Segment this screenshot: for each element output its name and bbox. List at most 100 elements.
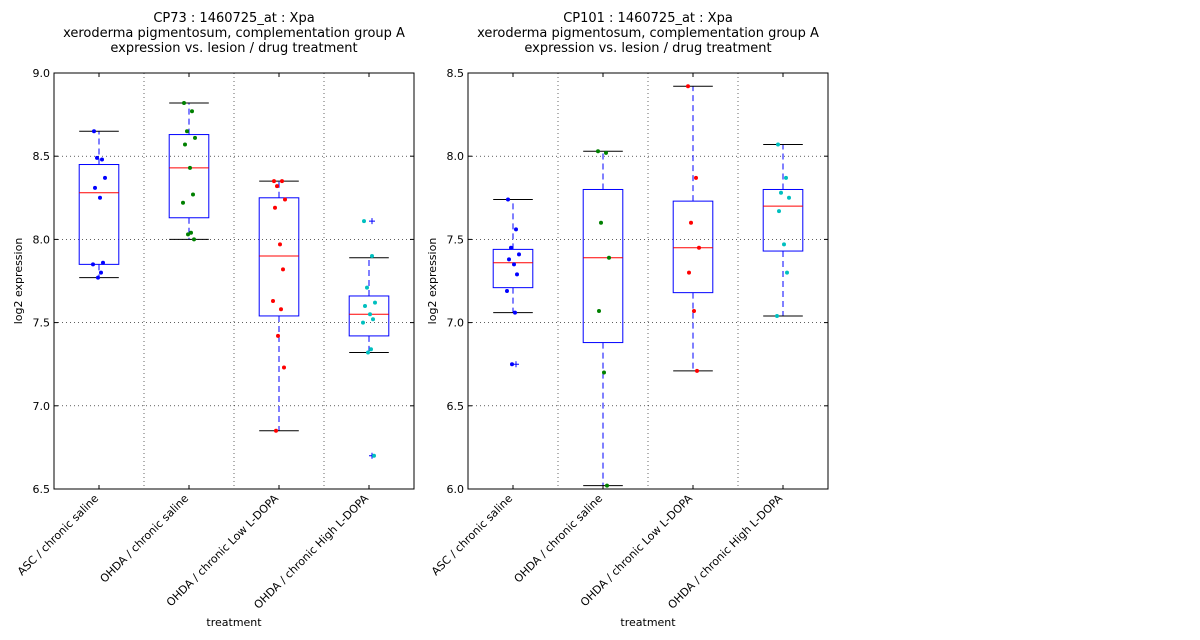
data-point — [100, 157, 104, 162]
data-point — [686, 84, 690, 89]
data-point — [98, 195, 102, 200]
box-plot-1 — [492, 198, 534, 368]
data-point — [282, 365, 286, 370]
chart-title-line: xeroderma pigmentosum, complementation g… — [477, 26, 819, 41]
data-point — [96, 275, 100, 280]
box-plot-4 — [762, 144, 804, 317]
data-point — [193, 135, 197, 140]
box-iqr — [78, 164, 120, 265]
chart-title-line: expression vs. lesion / drug treatment — [110, 41, 357, 56]
data-point — [93, 185, 97, 190]
data-point — [92, 129, 96, 134]
y-tick-label: 9.0 — [33, 67, 51, 80]
plot-area-frame — [53, 72, 415, 490]
data-point — [189, 230, 193, 235]
data-point — [283, 197, 287, 202]
outlier-marker — [369, 218, 375, 225]
box-plot-3 — [258, 180, 300, 432]
y-tick-label: 7.5 — [33, 317, 51, 330]
box-plot-4 — [348, 218, 390, 459]
data-point — [275, 184, 279, 189]
data-point — [514, 227, 518, 232]
points-series-1 — [91, 129, 107, 280]
box-plot-3 — [672, 85, 714, 372]
box-iqr — [582, 188, 624, 344]
data-point — [599, 220, 603, 225]
data-point — [91, 262, 95, 267]
data-point — [694, 175, 698, 180]
data-point — [368, 312, 372, 317]
data-point — [517, 252, 521, 257]
data-point — [369, 347, 373, 352]
data-point — [271, 298, 275, 303]
data-point — [779, 190, 783, 195]
y-tick-label: 8.5 — [33, 150, 51, 163]
y-tick-label: 7.0 — [447, 317, 465, 330]
data-point — [515, 272, 519, 277]
data-point — [278, 242, 282, 247]
data-point — [273, 205, 277, 210]
y-tick-label: 6.5 — [33, 483, 51, 496]
points-series-3 — [686, 84, 701, 373]
data-point — [183, 142, 187, 147]
box-plot-1 — [78, 130, 120, 279]
x-axis-label: treatment — [620, 616, 676, 629]
data-point — [362, 219, 366, 224]
data-point — [506, 197, 510, 202]
data-point — [605, 483, 609, 488]
points-series-2 — [596, 149, 611, 488]
data-point — [281, 267, 285, 272]
data-point — [775, 313, 779, 318]
data-point — [607, 255, 611, 260]
points-series-1 — [505, 197, 521, 367]
data-point — [95, 155, 99, 160]
x-tick-label: OHDA / chronic saline — [512, 492, 606, 586]
data-point — [596, 149, 600, 154]
y-tick-label: 8.0 — [33, 233, 51, 246]
data-point — [272, 179, 276, 184]
chart-title-line: CP101 : 1460725_at : Xpa — [563, 11, 733, 26]
data-point — [602, 370, 606, 375]
data-point — [512, 262, 516, 267]
x-tick-label: OHDA / chronic saline — [98, 492, 192, 586]
points-series-4 — [361, 219, 377, 458]
box-iqr — [492, 248, 534, 289]
data-point — [370, 254, 374, 259]
data-point — [695, 368, 699, 373]
data-point — [604, 150, 608, 155]
data-point — [363, 303, 367, 308]
box-iqr — [258, 197, 300, 317]
data-point — [185, 129, 189, 134]
data-point — [279, 307, 283, 312]
chart-title-line: expression vs. lesion / drug treatment — [524, 41, 771, 56]
y-tick-label: 7.0 — [33, 400, 51, 413]
data-point — [188, 165, 192, 170]
data-point — [697, 245, 701, 250]
x-axis-label: treatment — [206, 616, 262, 629]
y-axis-label: log2 expression — [426, 238, 439, 325]
data-point — [505, 288, 509, 293]
data-point — [777, 209, 781, 214]
chart-title-line: xeroderma pigmentosum, complementation g… — [63, 26, 405, 41]
data-point — [513, 310, 517, 315]
data-point — [191, 192, 195, 197]
x-tick-label: ASC / chronic saline — [15, 492, 101, 578]
data-point — [692, 308, 696, 313]
data-point — [776, 142, 780, 147]
y-axis-label: log2 expression — [12, 238, 25, 325]
chart-title-line: CP73 : 1460725_at : Xpa — [153, 11, 314, 26]
x-tick-label: ASC / chronic saline — [429, 492, 515, 578]
box-iqr — [672, 200, 714, 294]
box-iqr — [168, 134, 210, 219]
y-tick-label: 7.5 — [447, 233, 465, 246]
box-iqr — [348, 295, 390, 337]
data-point — [597, 308, 601, 313]
data-point — [785, 270, 789, 275]
data-point — [276, 333, 280, 338]
data-point — [103, 175, 107, 180]
data-point — [101, 260, 105, 265]
box-plot-2 — [168, 102, 210, 240]
y-tick-label: 8.0 — [447, 150, 465, 163]
